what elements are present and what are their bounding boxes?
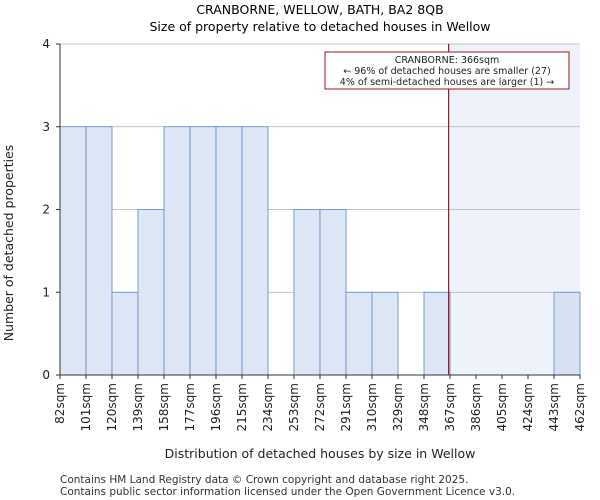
bar [189, 126, 217, 376]
y-tick-label: 2 [42, 203, 50, 217]
bar [319, 209, 347, 376]
footer-line-2: Contains public sector information licen… [60, 486, 516, 498]
footer-line-1: Contains HM Land Registry data © Crown c… [60, 474, 469, 486]
x-tick-label: 215sqm [235, 383, 249, 431]
x-tick-label: 329sqm [391, 383, 405, 431]
bar [85, 126, 113, 376]
annotation-line: CRANBORNE: 366sqm [395, 55, 500, 66]
bar [293, 209, 321, 376]
x-tick-label: 177sqm [183, 383, 197, 431]
x-tick-label: 310sqm [365, 383, 379, 431]
bar [241, 126, 269, 376]
bar [215, 126, 243, 376]
bar [137, 209, 165, 376]
x-tick-label: 196sqm [209, 383, 223, 431]
x-tick-label: 101sqm [79, 383, 93, 431]
x-axis-label: Distribution of detached houses by size … [165, 446, 476, 461]
x-tick-label: 139sqm [131, 383, 145, 431]
y-tick-label: 1 [42, 285, 50, 299]
bar [163, 126, 191, 376]
y-axis-label: Number of detached properties [1, 145, 16, 342]
bar [59, 126, 87, 376]
x-tick-label: 348sqm [417, 383, 431, 431]
chart-subtitle: Size of property relative to detached ho… [149, 19, 490, 34]
x-tick-label: 120sqm [105, 383, 119, 431]
y-tick-label: 3 [42, 120, 50, 134]
x-tick-label: 234sqm [261, 383, 275, 431]
y-tick-label: 4 [42, 37, 50, 51]
x-tick-label: 424sqm [521, 383, 535, 431]
annotation-line: 4% of semi-detached houses are larger (1… [340, 77, 554, 88]
x-tick-label: 158sqm [157, 383, 171, 431]
plot-area: 0 1 2 3 4 82sqm 101sqm 120sqm 139sqm 158sqm 177sqm… [42, 37, 587, 431]
x-tick-label: 462sqm [573, 383, 587, 431]
x-tick-label: 386sqm [469, 383, 483, 431]
x-tick-label: 272sqm [313, 383, 327, 431]
bar [371, 291, 399, 376]
x-tick-label: 405sqm [495, 383, 509, 431]
chart-title: CRANBORNE, WELLOW, BATH, BA2 8QB [196, 2, 443, 17]
x-tick-label: 82sqm [53, 383, 67, 424]
x-tick-label: 291sqm [339, 383, 353, 431]
bar [111, 291, 139, 376]
bar [553, 291, 581, 376]
annotation-line: ← 96% of detached houses are smaller (27… [343, 66, 550, 77]
bar [423, 291, 451, 376]
y-tick-label: 0 [42, 368, 50, 382]
bar [345, 291, 373, 376]
x-tick-label: 253sqm [287, 383, 301, 431]
x-tick-label: 443sqm [547, 383, 561, 431]
x-tick-label: 367sqm [443, 383, 457, 431]
annotation-box [324, 51, 570, 90]
